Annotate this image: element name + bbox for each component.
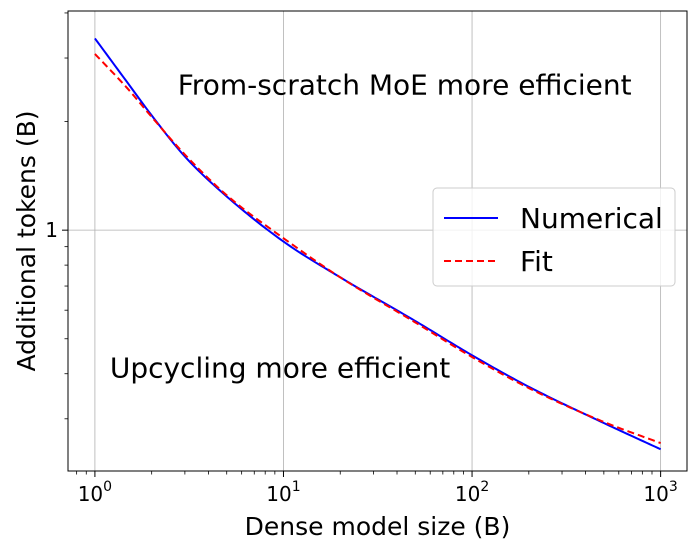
- series-line-fit: [94, 53, 661, 444]
- annotation-upcycling: Upcycling more efficient: [110, 352, 450, 385]
- y-tick-label: 1: [45, 218, 58, 242]
- legend: Numerical Fit: [432, 187, 676, 287]
- legend-label-fit: Fit: [520, 245, 553, 278]
- annotation-from-scratch: From-scratch MoE more efficient: [178, 68, 632, 101]
- x-tick-label: 103: [643, 479, 677, 506]
- x-tick-label: 100: [78, 479, 112, 506]
- legend-label-numerical: Numerical: [520, 202, 663, 235]
- annotations: From-scratch MoE more efficient Upcyclin…: [110, 68, 632, 384]
- y-axis-label: Additional tokens (B): [12, 111, 41, 372]
- x-tick-label: 101: [266, 479, 300, 506]
- x-tick-label: 102: [455, 479, 489, 506]
- x-axis-label: Dense model size (B): [245, 512, 511, 541]
- series-lines: [94, 37, 662, 451]
- axis-ticks: 100 101 102 103 1: [45, 12, 678, 506]
- axes-frame: [67, 10, 688, 472]
